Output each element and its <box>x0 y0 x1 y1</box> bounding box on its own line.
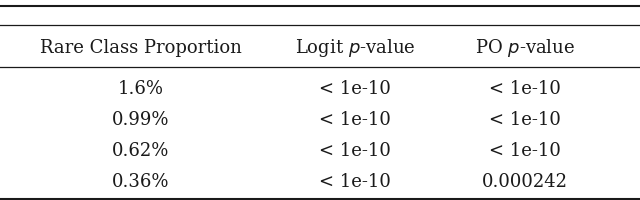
Text: 1.6%: 1.6% <box>118 80 164 98</box>
Text: 0.000242: 0.000242 <box>482 173 568 191</box>
Text: < 1e-10: < 1e-10 <box>489 80 561 98</box>
Text: 0.99%: 0.99% <box>112 111 170 129</box>
Text: Logit $p$-value: Logit $p$-value <box>295 37 415 59</box>
Text: < 1e-10: < 1e-10 <box>319 142 391 160</box>
Text: < 1e-10: < 1e-10 <box>319 80 391 98</box>
Text: 0.62%: 0.62% <box>112 142 170 160</box>
Text: Rare Class Proportion: Rare Class Proportion <box>40 39 242 57</box>
Text: < 1e-10: < 1e-10 <box>489 111 561 129</box>
Text: < 1e-10: < 1e-10 <box>319 173 391 191</box>
Text: < 1e-10: < 1e-10 <box>319 111 391 129</box>
Text: < 1e-10: < 1e-10 <box>489 142 561 160</box>
Text: PO $p$-value: PO $p$-value <box>475 37 575 59</box>
Text: 0.36%: 0.36% <box>112 173 170 191</box>
